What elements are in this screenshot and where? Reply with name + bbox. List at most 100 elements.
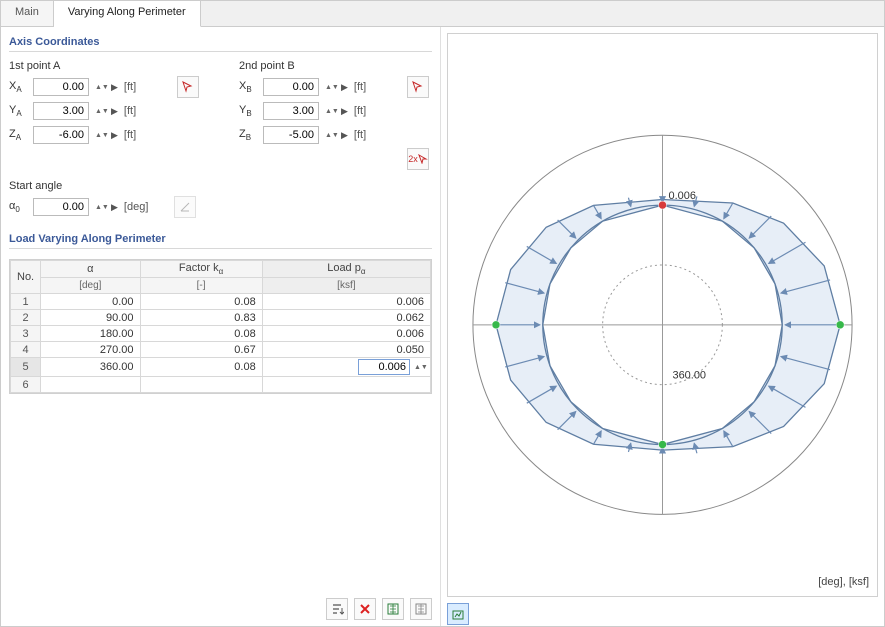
alpha0-spinner[interactable]: ▲▼ (95, 199, 105, 215)
za-spinner[interactable]: ▲▼ (95, 127, 105, 143)
yb-unit: [ft] (354, 105, 366, 117)
col-alpha: α (41, 261, 140, 278)
row-number: 5 (11, 358, 41, 377)
cell-factor[interactable]: 0.08 (140, 326, 262, 342)
cell-load[interactable]: 0.050 (262, 342, 430, 358)
pick-two-points-button[interactable]: 2x (407, 148, 429, 170)
export-excel-button[interactable] (410, 598, 432, 620)
xb-label: XB (239, 80, 257, 94)
yb-spinner[interactable]: ▲▼ (325, 103, 335, 119)
cell-load[interactable]: ▲▼ (262, 358, 430, 377)
zb-unit: [ft] (354, 129, 366, 141)
cell-spinner[interactable]: ▲▼ (414, 359, 424, 375)
start-angle-title: Start angle (9, 180, 432, 192)
cell-load[interactable] (262, 377, 430, 393)
cell-factor[interactable]: 0.08 (140, 294, 262, 310)
delete-button[interactable] (354, 598, 376, 620)
cell-factor[interactable] (140, 377, 262, 393)
pick-angle-button[interactable] (174, 196, 196, 218)
za-unit: [ft] (124, 129, 136, 141)
sort-button[interactable] (326, 598, 348, 620)
pick-point-b-button[interactable] (407, 76, 429, 98)
tab-varying[interactable]: Varying Along Perimeter (54, 1, 201, 27)
point-b-col: 2nd point B XB ▲▼ ▶ [ft] YB (239, 58, 429, 172)
zb-spinner[interactable]: ▲▼ (325, 127, 335, 143)
cell-factor[interactable]: 0.08 (140, 358, 262, 377)
zb-label: ZB (239, 128, 257, 142)
cell-load-input[interactable] (358, 359, 410, 375)
coords-row: 1st point A XA ▲▼ ▶ [ft] YA (9, 58, 432, 172)
row-number: 4 (11, 342, 41, 358)
table-row[interactable]: 6 (11, 377, 431, 393)
cell-load[interactable]: 0.062 (262, 310, 430, 326)
pick-point-a-button[interactable] (177, 76, 199, 98)
ya-unit: [ft] (124, 105, 136, 117)
apply-icon: ▶ (111, 130, 118, 141)
xb-unit: [ft] (354, 81, 366, 93)
xa-label: XA (9, 80, 27, 94)
import-excel-button[interactable] (382, 598, 404, 620)
col-factor-unit: [-] (140, 278, 262, 294)
apply-icon: ▶ (111, 202, 118, 213)
load-table[interactable]: No. α Factor kα Load pα [deg] [-] [ksf] … (9, 259, 432, 394)
chart-view-button[interactable] (447, 603, 469, 625)
cell-factor[interactable]: 0.83 (140, 310, 262, 326)
table-row[interactable]: 4270.000.670.050 (11, 342, 431, 358)
cell-alpha[interactable]: 270.00 (41, 342, 140, 358)
table-row[interactable]: 290.000.830.062 (11, 310, 431, 326)
load-table-title: Load Varying Along Perimeter (9, 230, 432, 249)
col-factor: Factor kα (140, 261, 262, 278)
cell-alpha[interactable]: 0.00 (41, 294, 140, 310)
xb-row: XB ▲▼ ▶ [ft] (239, 76, 429, 98)
left-bottom-buttons (9, 592, 432, 620)
polar-chart: 0.006360.00 [deg], [ksf] (447, 33, 878, 597)
za-row: ZA ▲▼ ▶ [ft] (9, 124, 199, 146)
ya-label: YA (9, 104, 27, 118)
za-input[interactable] (33, 126, 89, 144)
yb-label: YB (239, 104, 257, 118)
table-row[interactable]: 5360.000.08 ▲▼ (11, 358, 431, 377)
xb-spinner[interactable]: ▲▼ (325, 79, 335, 95)
alpha0-unit: [deg] (124, 201, 148, 213)
row-number: 3 (11, 326, 41, 342)
row-number: 1 (11, 294, 41, 310)
svg-text:0.006: 0.006 (668, 190, 695, 202)
xa-row: XA ▲▼ ▶ [ft] (9, 76, 199, 98)
za-label: ZA (9, 128, 27, 142)
chart-buttons (447, 597, 878, 625)
alpha0-label: α0 (9, 200, 27, 214)
ya-row: YA ▲▼ ▶ [ft] (9, 100, 199, 122)
cell-alpha[interactable] (41, 377, 140, 393)
tab-bar: Main Varying Along Perimeter (1, 1, 884, 27)
axis-coords-title: Axis Coordinates (9, 33, 432, 52)
xa-input[interactable] (33, 78, 89, 96)
apply-icon: ▶ (111, 106, 118, 117)
zb-row: ZB ▲▼ ▶ [ft] (239, 124, 429, 146)
table-row[interactable]: 10.000.080.006 (11, 294, 431, 310)
col-load: Load pα (262, 261, 430, 278)
start-angle-row: α0 ▲▼ ▶ [deg] (9, 196, 432, 218)
row-number: 6 (11, 377, 41, 393)
ya-input[interactable] (33, 102, 89, 120)
cell-alpha[interactable]: 360.00 (41, 358, 140, 377)
cell-factor[interactable]: 0.67 (140, 342, 262, 358)
yb-input[interactable] (263, 102, 319, 120)
tab-main[interactable]: Main (1, 1, 54, 26)
cell-load[interactable]: 0.006 (262, 294, 430, 310)
ya-spinner[interactable]: ▲▼ (95, 103, 105, 119)
apply-icon: ▶ (341, 82, 348, 93)
col-alpha-unit: [deg] (41, 278, 140, 294)
cell-alpha[interactable]: 180.00 (41, 326, 140, 342)
yb-row: YB ▲▼ ▶ [ft] (239, 100, 429, 122)
apply-icon: ▶ (341, 106, 348, 117)
chart-unit-label: [deg], [ksf] (818, 576, 869, 588)
cell-load[interactable]: 0.006 (262, 326, 430, 342)
alpha0-input[interactable] (33, 198, 89, 216)
zb-input[interactable] (263, 126, 319, 144)
xb-input[interactable] (263, 78, 319, 96)
xa-spinner[interactable]: ▲▼ (95, 79, 105, 95)
xa-unit: [ft] (124, 81, 136, 93)
cell-alpha[interactable]: 90.00 (41, 310, 140, 326)
app-window: Main Varying Along Perimeter Axis Coordi… (0, 0, 885, 627)
table-row[interactable]: 3180.000.080.006 (11, 326, 431, 342)
